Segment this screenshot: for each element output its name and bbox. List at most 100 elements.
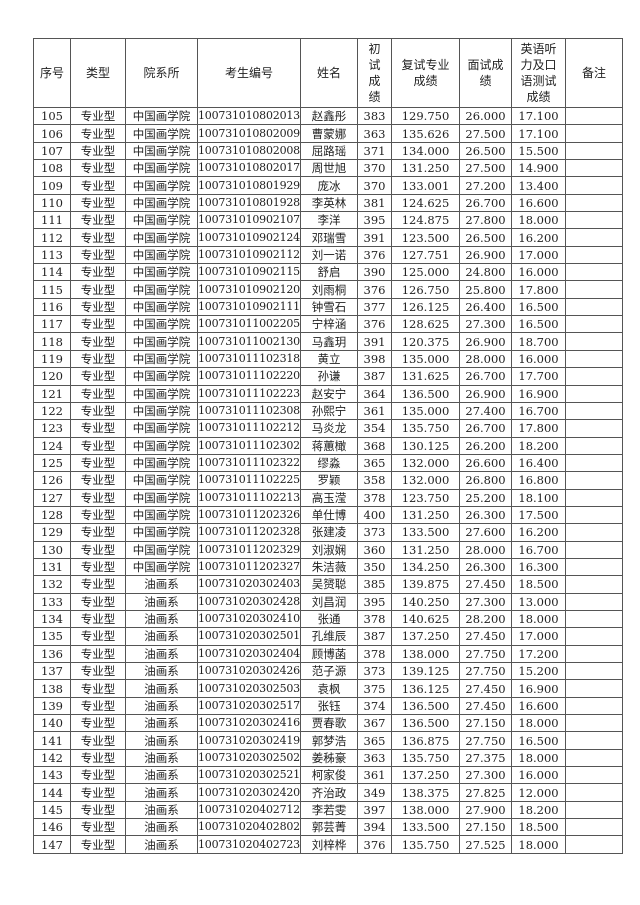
cell-initial-score: 361 [357, 401, 392, 421]
cell-type: 专业型 [70, 800, 126, 820]
cell-name: 孙熙宁 [300, 401, 358, 421]
cell-name: 刘昌润 [300, 592, 358, 611]
cell-initial-score: 400 [357, 505, 392, 525]
cell-name: 李若雯 [300, 800, 358, 820]
cell-initial-score: 349 [357, 783, 392, 802]
cell-candidate-id: 100731020302403 [197, 575, 301, 594]
cell-seq: 110 [33, 193, 71, 213]
cell-type: 专业型 [70, 124, 126, 143]
cell-english-oral-score: 16.500 [511, 315, 566, 334]
cell-type: 专业型 [70, 384, 126, 403]
cell-type: 专业型 [70, 471, 126, 490]
table-row: 120 专业型 中国画学院 100731011102220 孙谦 387 131.625 26… [33, 367, 623, 386]
cell-type: 专业型 [70, 488, 126, 507]
cell-department: 油画系 [125, 609, 198, 629]
cell-interview-score: 26.900 [459, 332, 512, 351]
table-row: 108 专业型 中国画学院 100731010802017 周世旭 370 131.250 2… [33, 159, 623, 178]
cell-retest-major-score: 123.750 [391, 488, 460, 507]
cell-initial-score: 397 [357, 800, 392, 820]
cell-retest-major-score: 136.500 [391, 384, 460, 403]
cell-name: 罗颖 [300, 471, 358, 490]
cell-remarks [565, 159, 623, 178]
cell-english-oral-score: 17.100 [511, 106, 566, 126]
cell-retest-major-score: 139.125 [391, 661, 460, 681]
cell-initial-score: 381 [357, 193, 392, 213]
table-row: 119 专业型 中国画学院 100731011102318 黄立 398 135.000 28… [33, 349, 623, 369]
cell-retest-major-score: 139.875 [391, 575, 460, 594]
cell-department: 中国画学院 [125, 141, 198, 161]
cell-initial-score: 383 [357, 106, 392, 126]
cell-remarks [565, 315, 623, 334]
cell-initial-score: 398 [357, 349, 392, 369]
cell-department: 油画系 [125, 661, 198, 681]
table-row: 118 专业型 中国画学院 100731011002130 马鑫玥 391 120.375 2… [33, 332, 623, 351]
cell-english-oral-score: 16.900 [511, 384, 566, 403]
table-row: 143 专业型 油画系 100731020302521 柯家俊 361 137.250 27.… [33, 766, 623, 785]
cell-department: 中国画学院 [125, 419, 198, 438]
cell-candidate-id: 100731020302419 [197, 731, 301, 750]
cell-interview-score: 27.450 [459, 575, 512, 594]
cell-initial-score: 361 [357, 766, 392, 785]
cell-name: 曹蒙娜 [300, 124, 358, 143]
table-row: 134 专业型 油画系 100731020302410 张通 378 140.625 28.2… [33, 609, 623, 629]
cell-english-oral-score: 16.700 [511, 540, 566, 559]
cell-english-oral-score: 18.500 [511, 818, 566, 837]
cell-remarks [565, 818, 623, 837]
cell-english-oral-score: 18.200 [511, 800, 566, 820]
table-row: 132 专业型 油画系 100731020302403 吴赟聪 385 139.875 27.… [33, 575, 623, 594]
cell-remarks [565, 453, 623, 473]
cell-name: 张钰 [300, 696, 358, 716]
cell-candidate-id: 100731020302502 [197, 748, 301, 768]
cell-seq: 133 [33, 592, 71, 611]
cell-english-oral-score: 16.000 [511, 263, 566, 282]
cell-type: 专业型 [70, 245, 126, 265]
cell-department: 中国画学院 [125, 315, 198, 334]
table-row: 125 专业型 中国画学院 100731011102322 缪淼 365 132.000 26… [33, 453, 623, 473]
cell-initial-score: 350 [357, 557, 392, 577]
cell-retest-major-score: 123.500 [391, 228, 460, 247]
cell-seq: 137 [33, 661, 71, 681]
cell-candidate-id: 100731020402802 [197, 818, 301, 837]
cell-interview-score: 26.300 [459, 505, 512, 525]
cell-english-oral-score: 16.300 [511, 557, 566, 577]
cell-type: 专业型 [70, 349, 126, 369]
cell-name: 孙谦 [300, 367, 358, 386]
cell-candidate-id: 100731011102322 [197, 453, 301, 473]
header-remarks: 备注 [565, 38, 623, 108]
cell-retest-major-score: 135.750 [391, 419, 460, 438]
cell-type: 专业型 [70, 748, 126, 768]
cell-retest-major-score: 136.500 [391, 696, 460, 716]
cell-initial-score: 363 [357, 748, 392, 768]
cell-english-oral-score: 16.900 [511, 679, 566, 698]
cell-english-oral-score: 16.700 [511, 401, 566, 421]
cell-type: 专业型 [70, 193, 126, 213]
table-row: 142 专业型 油画系 100731020302502 姜秭豪 363 135.750 27.… [33, 748, 623, 768]
cell-english-oral-score: 16.500 [511, 297, 566, 317]
table-row: 130 专业型 中国画学院 100731011202329 刘淑娴 360 131.250 2… [33, 540, 623, 559]
cell-initial-score: 354 [357, 419, 392, 438]
cell-type: 专业型 [70, 332, 126, 351]
cell-interview-score: 27.300 [459, 315, 512, 334]
cell-remarks [565, 609, 623, 629]
cell-retest-major-score: 137.250 [391, 766, 460, 785]
cell-department: 中国画学院 [125, 540, 198, 559]
cell-english-oral-score: 17.800 [511, 280, 566, 299]
cell-interview-score: 26.700 [459, 193, 512, 213]
cell-retest-major-score: 138.000 [391, 800, 460, 820]
cell-name: 缪淼 [300, 453, 358, 473]
cell-candidate-id: 100731010902107 [197, 211, 301, 230]
cell-seq: 134 [33, 609, 71, 629]
cell-initial-score: 365 [357, 453, 392, 473]
cell-department: 中国画学院 [125, 124, 198, 143]
cell-department: 中国画学院 [125, 332, 198, 351]
cell-seq: 119 [33, 349, 71, 369]
table-row: 123 专业型 中国画学院 100731011102212 马炎龙 354 135.750 2… [33, 419, 623, 438]
cell-english-oral-score: 16.500 [511, 731, 566, 750]
cell-remarks [565, 176, 623, 195]
cell-seq: 114 [33, 263, 71, 282]
cell-candidate-id: 100731020302416 [197, 714, 301, 733]
cell-english-oral-score: 17.800 [511, 419, 566, 438]
cell-seq: 129 [33, 523, 71, 542]
cell-remarks [565, 280, 623, 299]
cell-candidate-id: 100731011102302 [197, 436, 301, 455]
